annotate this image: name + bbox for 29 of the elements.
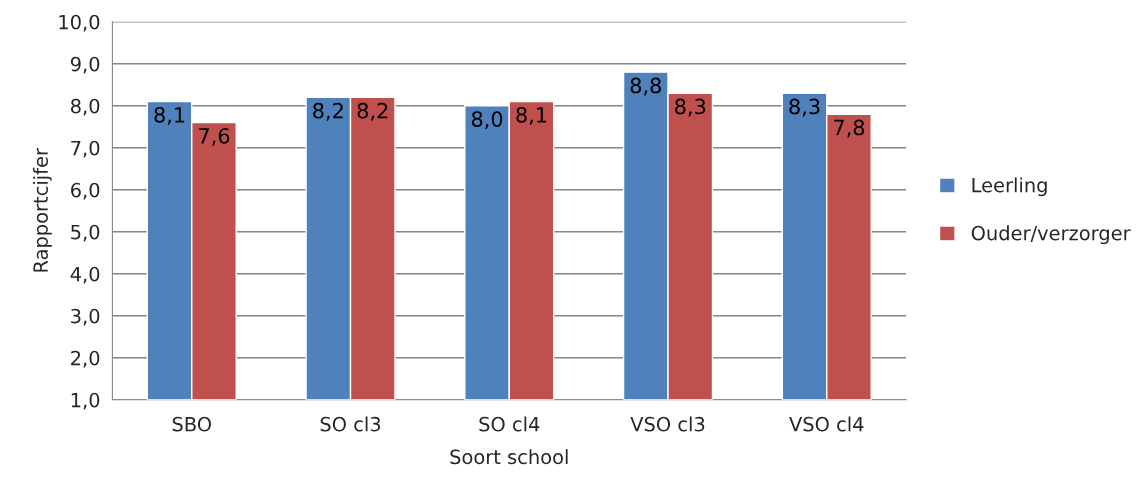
data-label: 8,0 <box>471 111 503 130</box>
data-label: 8,3 <box>675 98 706 117</box>
x-tick-label: VSO cl3 <box>630 416 705 432</box>
y-tick-label: 7,0 <box>71 140 100 158</box>
data-label: 8,3 <box>789 98 820 117</box>
data-label: 8,8 <box>630 77 661 96</box>
y-tick-label: 1,0 <box>71 392 100 410</box>
y-tick-label: 10,0 <box>59 14 100 32</box>
data-label: 8,2 <box>313 102 343 121</box>
y-tick-label: 8,0 <box>71 98 100 116</box>
y-tick-label: 6,0 <box>71 182 100 200</box>
data-label: 7,8 <box>834 119 865 138</box>
y-tick-label: 4,0 <box>70 266 100 284</box>
x-tick-label: SO cl3 <box>320 416 381 432</box>
data-label: 8,1 <box>154 106 185 125</box>
x-tick-label: SO cl4 <box>479 416 540 432</box>
x-axis-title: Soort school <box>450 449 568 465</box>
legend-label: Ouder/verzorger <box>971 225 1131 245</box>
x-tick-label: SBO <box>172 416 212 432</box>
y-tick-label: 3,0 <box>71 308 100 326</box>
x-tick-label: VSO cl4 <box>789 416 864 432</box>
y-tick-label: 9,0 <box>70 56 100 74</box>
y-tick-label: 5,0 <box>71 224 100 242</box>
data-label: 8,1 <box>516 106 547 125</box>
data-label: 7,6 <box>199 127 230 146</box>
y-tick-label: 2,0 <box>71 350 100 368</box>
legend-label: Leerling <box>972 177 1047 197</box>
y-axis-title: Rapportcijfer <box>32 148 52 272</box>
data-label: 8,2 <box>357 102 388 121</box>
